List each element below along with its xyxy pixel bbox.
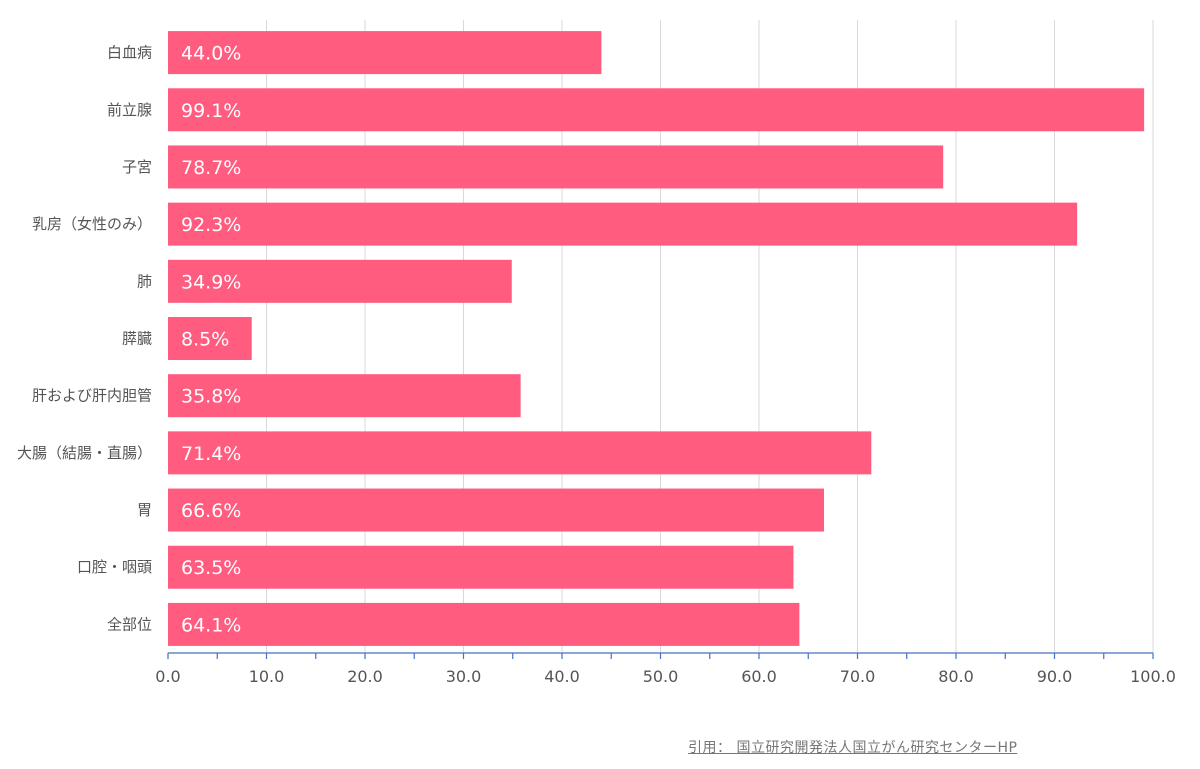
x-tick-label: 40.0 [544, 667, 580, 686]
category-label: 肺 [137, 272, 152, 290]
category-label: 白血病 [107, 44, 152, 62]
bar-value-label: 8.5% [181, 329, 229, 351]
category-label: 乳房（女性のみ） [32, 215, 152, 233]
category-label: 膵臓 [122, 330, 152, 348]
bar-value-label: 78.7% [181, 157, 241, 179]
x-tick-label: 50.0 [643, 667, 679, 686]
x-tick-label: 10.0 [249, 667, 285, 686]
category-label: 全部位 [107, 615, 152, 633]
bar-value-label: 71.4% [181, 443, 241, 465]
x-tick-label: 20.0 [347, 667, 383, 686]
bar [168, 145, 944, 189]
x-tick-label: 90.0 [1037, 667, 1073, 686]
x-tick-label: 60.0 [741, 667, 777, 686]
bar [168, 259, 512, 303]
bar [168, 317, 252, 360]
bar-value-label: 44.0% [181, 43, 241, 65]
bar-value-label: 34.9% [181, 271, 241, 293]
x-tick-label: 80.0 [938, 667, 974, 686]
category-label: 子宮 [122, 158, 152, 176]
category-label: 肝および肝内胆管 [32, 387, 152, 405]
bar-value-label: 99.1% [181, 100, 241, 122]
x-tick-label: 30.0 [446, 667, 482, 686]
bar [168, 31, 602, 75]
source-note[interactable]: 引用： 国立研究開発法人国立がん研究センターHP [688, 740, 1018, 756]
bar [168, 202, 1078, 246]
bar-value-label: 92.3% [181, 214, 241, 236]
x-tick-label: 0.0 [155, 667, 180, 686]
bar [168, 488, 825, 532]
bar-value-label: 66.6% [181, 500, 241, 522]
bar-value-label: 35.8% [181, 386, 241, 408]
x-tick-label: 100.0 [1130, 667, 1176, 686]
bar-value-label: 64.1% [181, 614, 241, 636]
bar [168, 88, 1145, 132]
category-label: 大腸（結腸・直腸） [17, 444, 152, 462]
bar [168, 374, 521, 418]
category-label: 口腔・咽頭 [77, 558, 152, 576]
category-label: 前立腺 [107, 101, 152, 119]
bar [168, 545, 794, 589]
bar [168, 431, 872, 475]
x-tick-label: 70.0 [840, 667, 876, 686]
bar-value-label: 63.5% [181, 557, 241, 579]
bar [168, 602, 800, 646]
category-label: 胃 [137, 501, 152, 519]
